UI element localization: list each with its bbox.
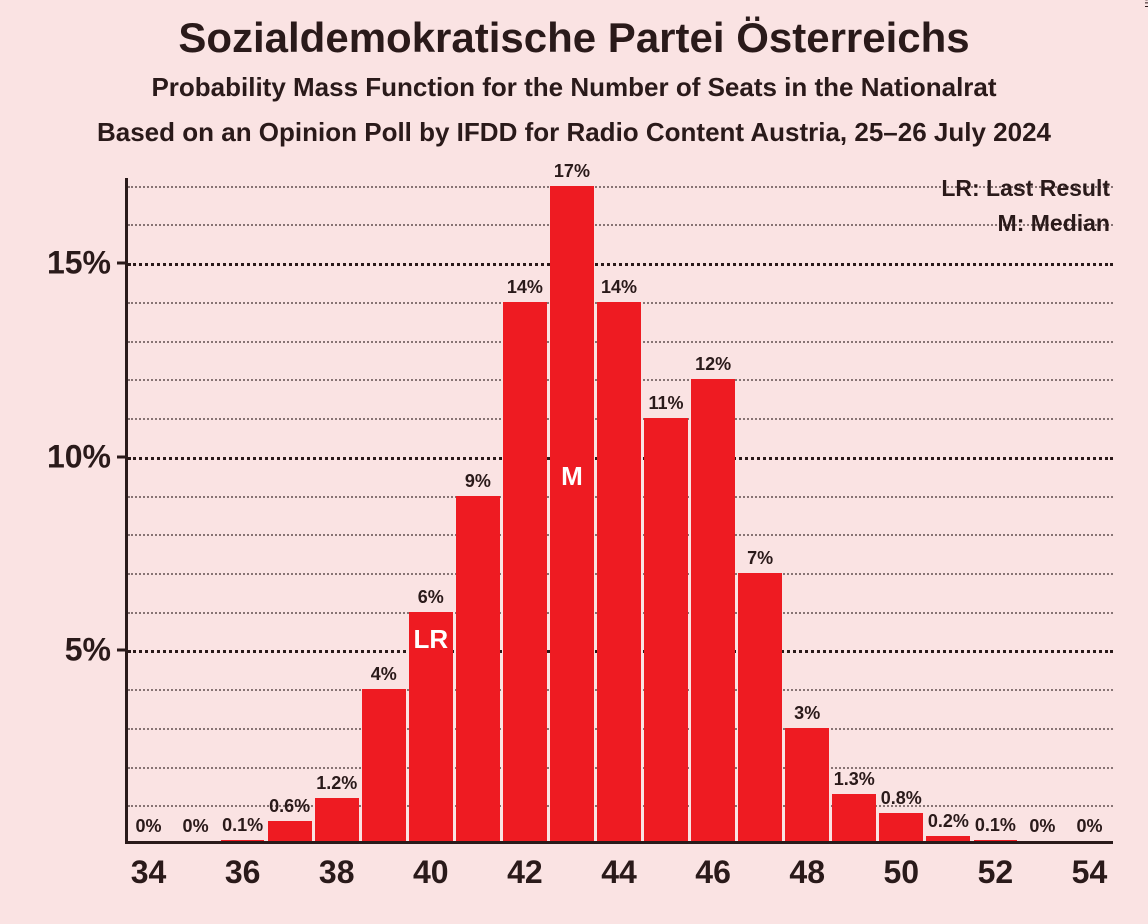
x-tick-label: 40 [413,854,449,891]
bar-value-label: 3% [794,703,820,724]
y-tick-label: 5% [65,632,111,669]
x-tick-label: 46 [695,854,731,891]
y-tick-label: 15% [47,245,111,282]
y-tick-mark [117,649,125,652]
bar: 1.3% [832,794,876,841]
bar: 9% [456,496,500,841]
bar: 6%LR [409,612,453,841]
x-tick-label: 52 [978,854,1014,891]
bar-value-label: 0.1% [975,815,1016,836]
gridline-minor [128,224,1113,226]
bar-value-label: 0.1% [222,815,263,836]
bar-value-label: 14% [507,277,543,298]
bar: 4% [362,689,406,841]
bar: 14% [503,302,547,841]
bar-value-label: 12% [695,354,731,375]
chart-title: Sozialdemokratische Partei Österreichs [0,0,1148,62]
chart-subtitle-1: Probability Mass Function for the Number… [0,72,1148,103]
y-tick-mark [117,455,125,458]
bar: 1.2% [315,798,359,841]
x-tick-label: 54 [1072,854,1108,891]
y-tick-mark [117,262,125,265]
bar: 17%M [550,186,594,841]
bar-value-label: 14% [601,277,637,298]
bar-value-label: 0% [1029,816,1055,837]
chart-subtitle-2: Based on an Opinion Poll by IFDD for Rad… [0,117,1148,148]
bar-value-label: 1.2% [316,773,357,794]
x-tick-label: 36 [225,854,261,891]
bar-value-label: 7% [747,548,773,569]
x-tick-label: 48 [789,854,825,891]
bar: 0.6% [268,821,312,841]
copyright-text: © 2024 Filip van Laenen [1142,0,1148,8]
chart-container: Sozialdemokratische Partei Österreichs P… [0,0,1148,924]
bar-value-label: 4% [371,664,397,685]
bar-value-label: 1.3% [834,769,875,790]
last-result-marker: LR [413,624,448,655]
chart-plot-area: 5%10%15%34363840424446485052540%0%0.1%0.… [125,178,1113,844]
x-tick-label: 34 [131,854,167,891]
bar-value-label: 0% [183,816,209,837]
x-tick-label: 42 [507,854,543,891]
gridline-minor [128,186,1113,188]
bar: 3% [785,728,829,841]
gridline-major [128,263,1113,266]
x-axis-line [125,841,1113,844]
bar: 14% [597,302,641,841]
median-marker: M [561,461,583,492]
bar: 0.2% [926,836,970,841]
bar: 0.8% [879,813,923,841]
bar-value-label: 0.8% [881,788,922,809]
bar-value-label: 9% [465,471,491,492]
bar-value-label: 6% [418,587,444,608]
bar: 7% [738,573,782,841]
y-tick-label: 10% [47,438,111,475]
bar-value-label: 0% [136,816,162,837]
bar-value-label: 0% [1076,816,1102,837]
bar: 12% [691,379,735,841]
bar: 0.1% [221,840,265,841]
bar-value-label: 0.6% [269,796,310,817]
bar-value-label: 17% [554,161,590,182]
x-tick-label: 38 [319,854,355,891]
x-tick-label: 50 [883,854,919,891]
bar: 11% [644,418,688,841]
bar-value-label: 0.2% [928,811,969,832]
bar-value-label: 11% [649,393,684,414]
y-axis-line [125,178,128,844]
bar: 0.1% [974,840,1018,841]
x-tick-label: 44 [601,854,637,891]
